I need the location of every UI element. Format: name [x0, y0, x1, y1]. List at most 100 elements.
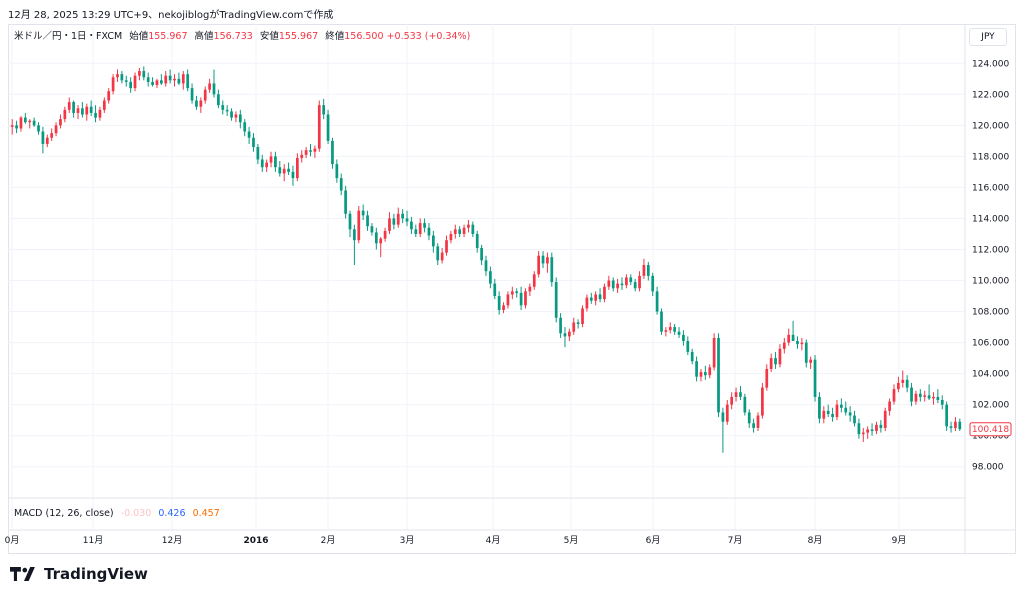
candle-body — [453, 229, 457, 234]
time-tick-label: 5月 — [564, 535, 579, 546]
candle-body — [431, 235, 435, 247]
candle-body — [546, 257, 549, 264]
candle-body — [181, 74, 185, 84]
last-price-tag: 100.418 — [969, 422, 1012, 437]
candle-body — [519, 292, 523, 306]
candle-body — [603, 286, 606, 300]
candle-body — [19, 117, 23, 129]
candle-body — [747, 412, 751, 424]
candle-body — [660, 311, 663, 332]
candle-body — [703, 372, 707, 376]
candle-body — [295, 157, 299, 179]
time-scale[interactable]: 0月 11月 12月 2016 2月 3月 4月 5月 6月 7月 8月 9月 — [5, 535, 907, 546]
macd-signal-value: 0.457 — [192, 508, 220, 519]
watermark-timestamp: 12月 28, 2025 13:29 UTC+9、nekojiblogがTrad… — [8, 10, 334, 21]
price-tick-label: 114.000 — [972, 214, 1009, 224]
macd-histogram-value: -0.030 — [120, 508, 152, 519]
symbol-name[interactable]: 米ドル／円・1日・FXCM — [14, 31, 123, 42]
high-label: 高値 — [194, 31, 214, 42]
candle-body — [572, 322, 576, 332]
candle-body — [388, 218, 391, 231]
candle-body — [879, 424, 883, 428]
candle-body — [326, 114, 330, 141]
candle-body — [905, 379, 909, 388]
candle-body — [769, 358, 773, 369]
close-label: 終値 — [325, 31, 345, 42]
candle-body — [914, 393, 918, 402]
candle-body — [401, 213, 405, 219]
candle-body — [800, 342, 804, 345]
candle-body — [949, 426, 953, 428]
candle-body — [190, 88, 194, 101]
candle-body — [646, 265, 650, 276]
candle-body — [291, 171, 295, 179]
candle-body — [45, 137, 49, 144]
candle-body — [164, 75, 168, 84]
candle-body — [252, 137, 255, 148]
price-scale[interactable]: 124.000 122.000 120.000 118.000 116.000 114.0… — [972, 59, 1009, 472]
candle-body — [72, 102, 75, 113]
price-tick-label: 108.000 — [972, 308, 1009, 318]
candle-body — [765, 368, 769, 388]
candle-body — [383, 230, 387, 239]
candle-body — [410, 221, 413, 230]
candle-body — [480, 247, 483, 261]
candle-body — [576, 322, 580, 324]
candle-body — [682, 334, 685, 342]
candle-body — [81, 108, 84, 115]
chart-frame — [8, 24, 1016, 554]
candle-body — [89, 106, 93, 113]
candle-body — [625, 277, 628, 286]
candle-body — [50, 133, 54, 138]
candle-body — [515, 291, 519, 293]
low-value: 155.967 — [278, 31, 319, 42]
candle-body — [818, 396, 821, 419]
candle-body — [212, 83, 216, 95]
candle-body — [317, 105, 321, 149]
candle-body — [287, 168, 290, 172]
candle-body — [822, 410, 826, 419]
candle-body — [208, 83, 211, 90]
candle-body — [629, 277, 633, 283]
grid-lines — [8, 24, 965, 530]
candle-body — [782, 342, 786, 349]
price-tick-label: 120.000 — [972, 121, 1009, 131]
tradingview-logo-icon — [10, 567, 35, 581]
candle-body — [138, 71, 141, 76]
candle-body — [489, 271, 492, 284]
candle-body — [756, 415, 760, 428]
candle-body — [111, 77, 115, 92]
time-tick-label: 11月 — [83, 535, 103, 546]
tradingview-logo[interactable]: TradingView — [10, 565, 148, 583]
candle-body — [28, 120, 32, 123]
time-tick-label: 2月 — [321, 535, 336, 546]
candle-body — [331, 140, 334, 165]
candle-body — [159, 80, 163, 84]
candle-body — [243, 122, 247, 132]
candle-body — [269, 156, 273, 163]
candle-body — [708, 367, 712, 376]
candle-body — [668, 327, 672, 331]
candle-body — [940, 400, 944, 405]
candle-body — [918, 393, 922, 397]
candle-body — [124, 80, 128, 82]
candle-body — [651, 275, 655, 292]
candle-body — [958, 421, 962, 430]
currency-button[interactable]: JPY — [969, 28, 1007, 46]
macd-title[interactable]: MACD (12, 26, close) — [14, 508, 114, 519]
candle-body — [41, 131, 45, 144]
candle-body — [528, 286, 532, 292]
price-tick-label: 112.000 — [972, 245, 1009, 255]
candle-body — [54, 125, 58, 134]
candle-body — [142, 71, 146, 78]
candle-body — [848, 412, 852, 416]
time-tick-label: 3月 — [400, 535, 415, 546]
price-tick-label: 118.000 — [972, 152, 1009, 162]
low-label: 安値 — [259, 31, 279, 42]
candle-body — [853, 415, 856, 424]
candle-body — [85, 106, 89, 115]
candle-body — [839, 404, 843, 408]
candle-body — [677, 331, 681, 335]
candle-body — [901, 379, 905, 383]
